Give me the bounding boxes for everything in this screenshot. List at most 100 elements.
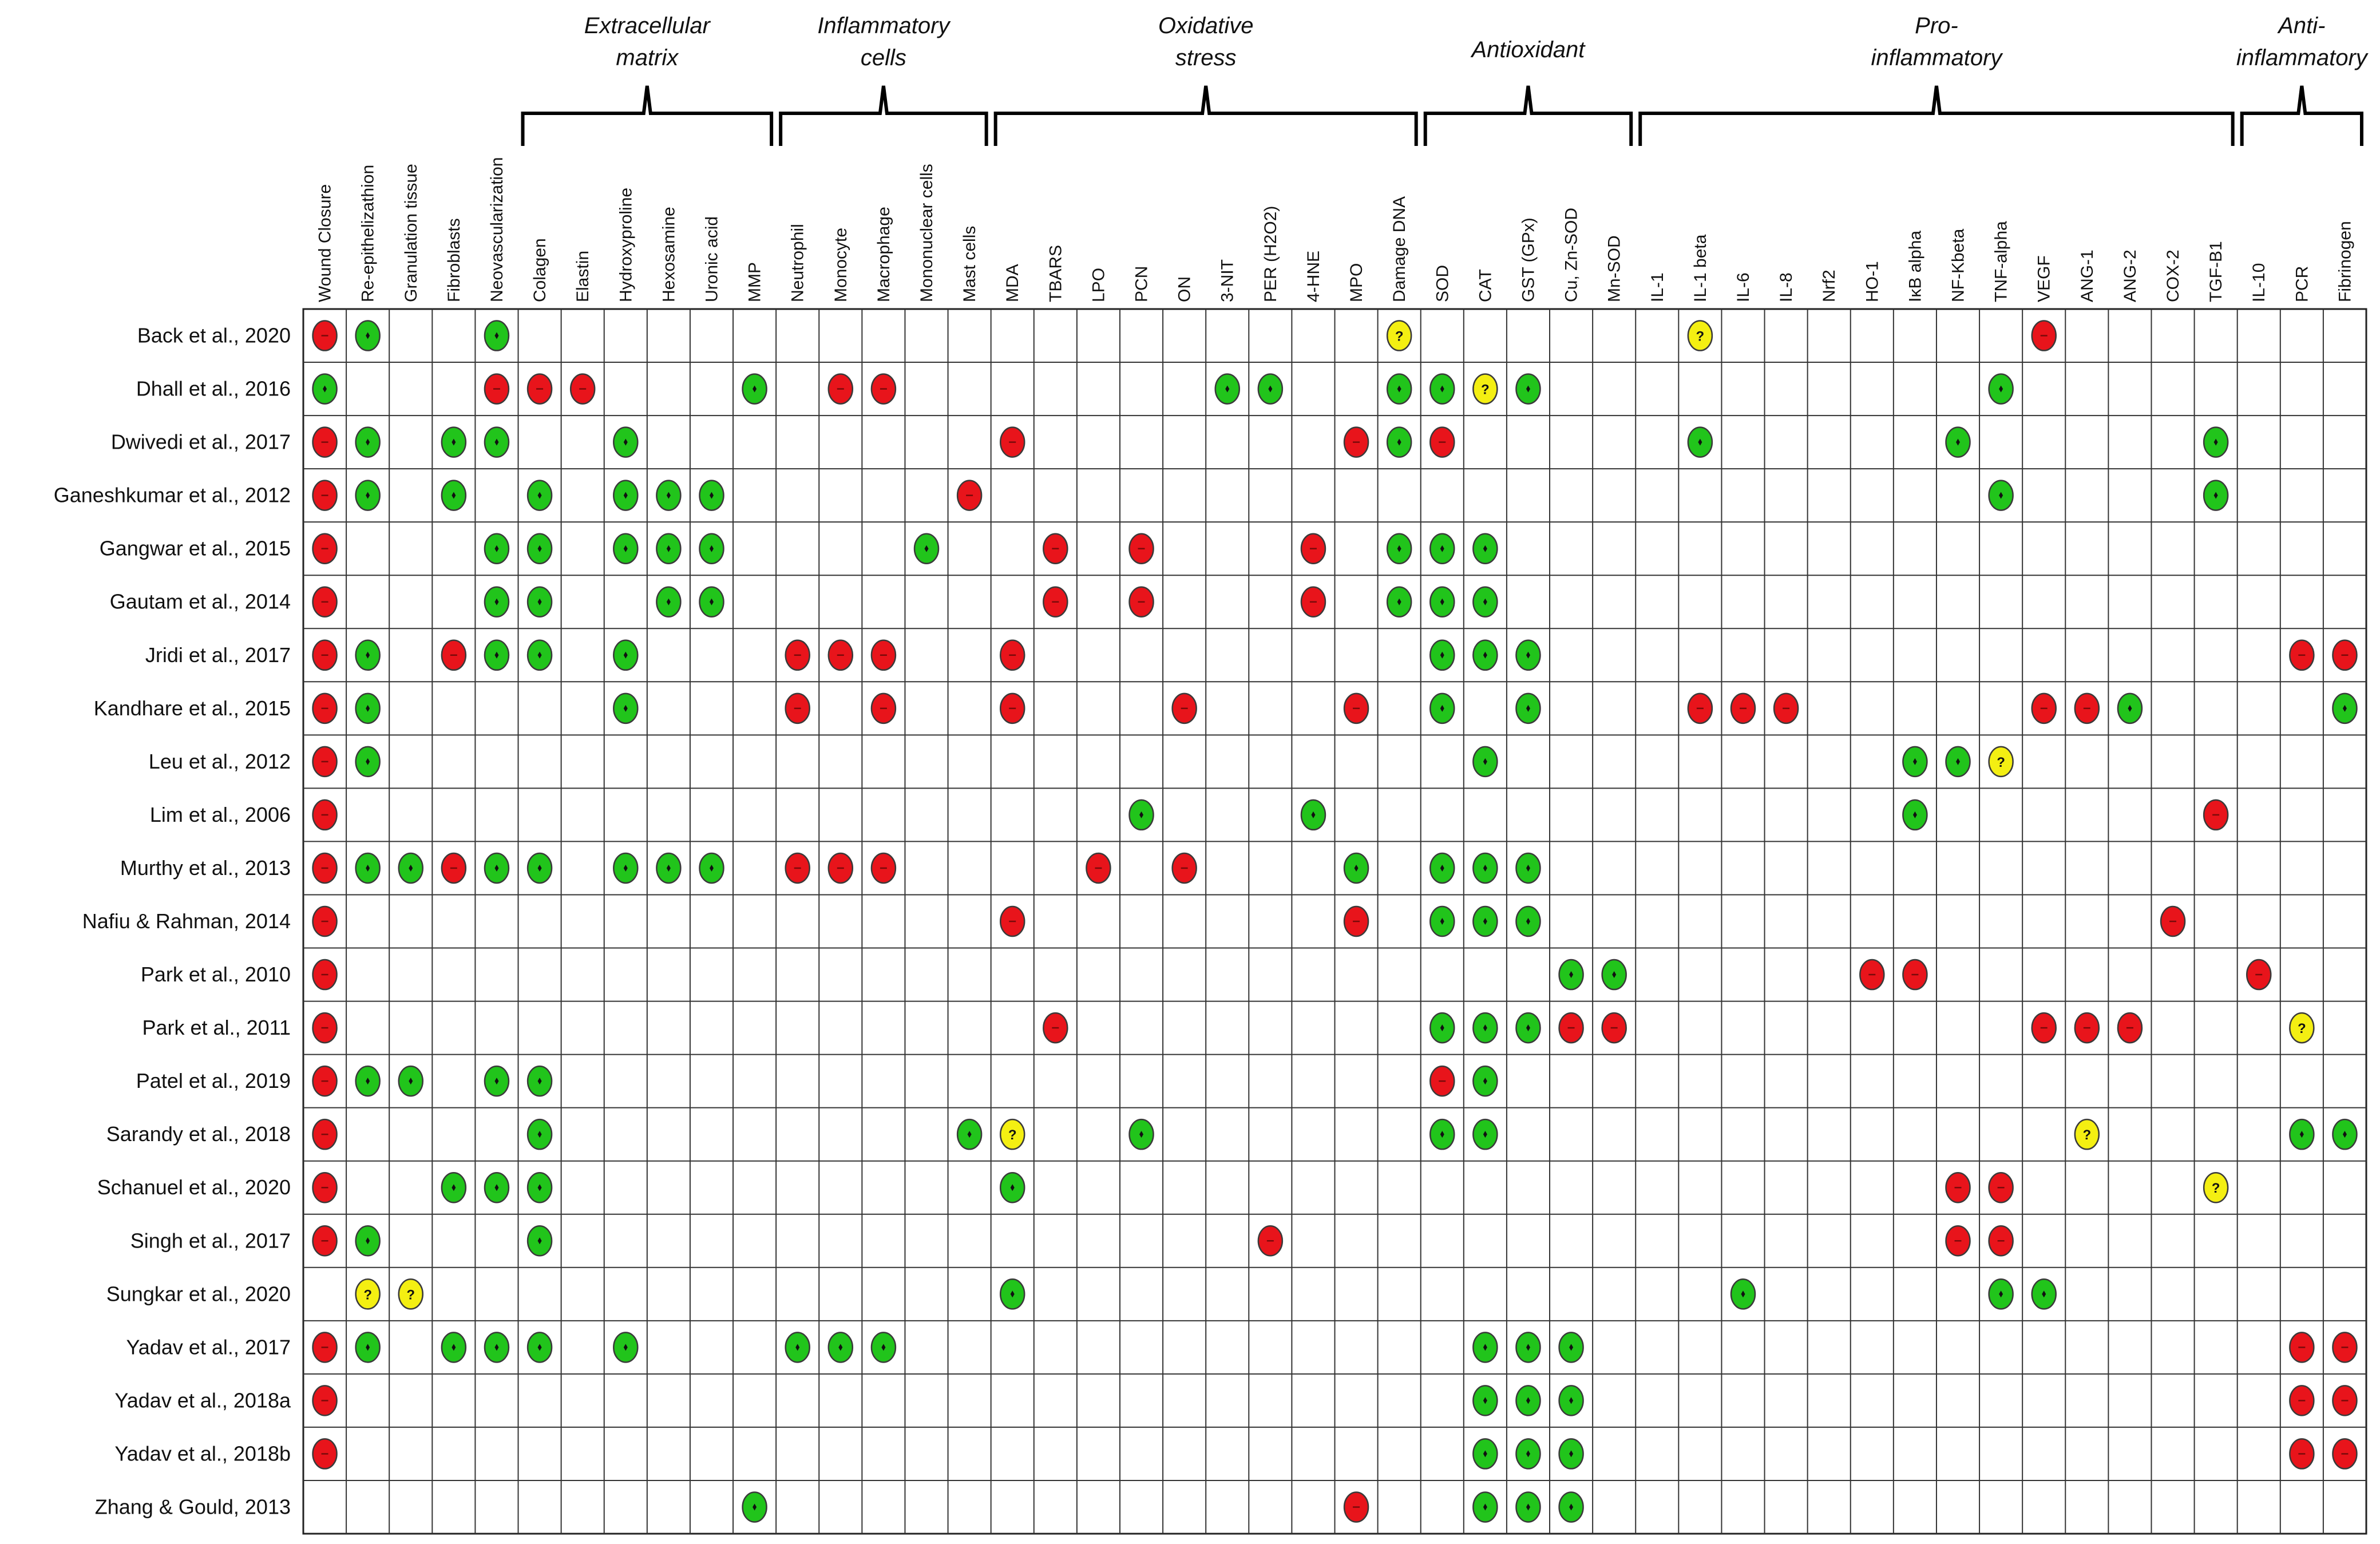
column-label-tnf-alpha: TNF-alpha xyxy=(1992,221,2011,302)
column-label-pcr: PCR xyxy=(2292,266,2311,302)
marker-dot xyxy=(1698,438,1702,446)
cell-marker-green xyxy=(484,639,510,671)
marker-dot xyxy=(537,545,542,552)
marker-dot xyxy=(1483,1503,1487,1511)
cell-marker-red xyxy=(312,746,338,778)
cell-marker-red xyxy=(312,1171,338,1203)
marker-dot xyxy=(666,545,671,552)
cell-marker-green xyxy=(484,426,510,458)
marker-dot xyxy=(1956,758,1961,765)
cell-marker-red xyxy=(2160,905,2186,937)
cell-marker-green xyxy=(1429,639,1455,671)
cell-marker-red xyxy=(999,692,1025,725)
column-label-fibrinogen: Fibrinogen xyxy=(2335,221,2354,302)
cell-marker-green xyxy=(1472,639,1498,671)
marker-question: ? xyxy=(406,1287,415,1302)
marker-dot xyxy=(1440,918,1444,925)
cell-marker-red xyxy=(2031,1012,2057,1044)
group-label-inflammatory-cells: cells xyxy=(861,45,906,70)
column-label-pcn: PCN xyxy=(1132,266,1151,302)
cell-marker-green xyxy=(1902,746,1928,778)
column-label-cox-2: COX-2 xyxy=(2164,250,2183,302)
cell-marker-red xyxy=(785,852,810,884)
cell-marker-green xyxy=(355,746,381,778)
marker-ellipse xyxy=(1988,746,2014,778)
cell-marker-red xyxy=(1945,1171,1971,1203)
column-label-mononuclear-cells: Mononuclear cells xyxy=(917,164,936,302)
cell-marker-red xyxy=(1343,905,1369,937)
group-label-extracellular-matrix: matrix xyxy=(616,45,679,70)
cell-marker-red xyxy=(312,905,338,937)
column-label-mpo: MPO xyxy=(1347,263,1366,302)
cell-marker-green xyxy=(1472,1332,1498,1363)
group-label-pro-inflammatory: Pro- xyxy=(1915,13,1958,38)
marker-dot xyxy=(1397,598,1401,605)
marker-dot xyxy=(1397,385,1401,393)
marker-dot xyxy=(366,1344,370,1351)
cell-marker-green xyxy=(2332,692,2358,725)
cell-marker-green xyxy=(355,1065,381,1097)
column-label-fibroblasts: Fibroblasts xyxy=(445,218,464,302)
cell-marker-green xyxy=(1515,1491,1541,1523)
cell-marker-red xyxy=(2031,320,2057,351)
marker-question: ? xyxy=(2082,1127,2091,1143)
marker-dot xyxy=(623,704,628,712)
group-headers: Extracellular matrix Inflammatory cells Oxid… xyxy=(521,13,2369,146)
column-label-i-b-alpha: IκB alpha xyxy=(1906,231,1924,302)
cell-marker-green xyxy=(999,1278,1025,1310)
marker-dot xyxy=(1912,811,1917,818)
marker-dot xyxy=(1999,492,2003,499)
cell-marker-green xyxy=(1601,959,1627,991)
marker-dot xyxy=(666,864,671,872)
cell-marker-green xyxy=(827,1332,854,1363)
marker-dot xyxy=(537,492,542,499)
column-label-cat: CAT xyxy=(1476,269,1495,302)
row-label: Gangwar et al., 2015 xyxy=(100,537,291,560)
column-label-4-hne: 4-HNE xyxy=(1304,251,1323,302)
cell-marker-red xyxy=(312,1118,338,1150)
marker-dot xyxy=(1483,758,1487,765)
marker-dot xyxy=(1999,385,2003,393)
marker-dot xyxy=(366,1078,370,1085)
marker-dot xyxy=(1440,864,1444,872)
cell-marker-red xyxy=(312,959,338,991)
group-brace-oxidative-stress xyxy=(993,85,1418,146)
column-label-neutrophil: Neutrophil xyxy=(789,224,807,302)
marker-question: ? xyxy=(2212,1181,2220,1196)
cell-marker-green xyxy=(1472,1065,1498,1097)
marker-dot xyxy=(1483,651,1487,659)
marker-dot xyxy=(366,864,370,872)
cell-marker-red xyxy=(2332,1332,2358,1363)
marker-ellipse xyxy=(1687,320,1713,351)
cell-marker-red xyxy=(1086,852,1111,884)
cell-marker-red xyxy=(785,692,810,725)
marker-dot xyxy=(537,1237,542,1245)
marker-dot xyxy=(1526,918,1530,925)
cell-marker-green xyxy=(441,426,467,458)
cell-marker-green xyxy=(526,1171,553,1203)
column-label-wound-closure: Wound Closure xyxy=(316,184,335,302)
cell-marker-green xyxy=(2031,1278,2057,1310)
marker-dot xyxy=(537,864,542,872)
cell-marker-green xyxy=(1472,1385,1498,1416)
row-label: Dwivedi et al., 2017 xyxy=(111,430,291,454)
row-label: Park et al., 2011 xyxy=(142,1016,291,1039)
cell-marker-green xyxy=(1472,852,1498,884)
cell-marker-green xyxy=(1472,905,1498,937)
marker-dot xyxy=(366,704,370,712)
marker-ellipse xyxy=(999,1118,1025,1150)
cell-marker-green xyxy=(355,639,381,671)
cell-marker-green xyxy=(1472,1012,1498,1044)
cell-marker-yellow: ? xyxy=(2074,1118,2100,1150)
marker-dot xyxy=(494,864,499,872)
row-label: Nafiu & Rahman, 2014 xyxy=(82,909,291,933)
column-label-elastin: Elastin xyxy=(573,251,592,302)
cell-marker-red xyxy=(312,426,338,458)
cell-marker-red xyxy=(312,1225,338,1257)
cell-marker-red xyxy=(441,852,467,884)
marker-dot xyxy=(1526,1344,1530,1351)
cell-marker-green xyxy=(1515,692,1541,725)
column-label-lpo: LPO xyxy=(1089,268,1108,302)
cell-marker-green xyxy=(699,586,724,617)
row-label: Leu et al., 2012 xyxy=(149,750,291,773)
